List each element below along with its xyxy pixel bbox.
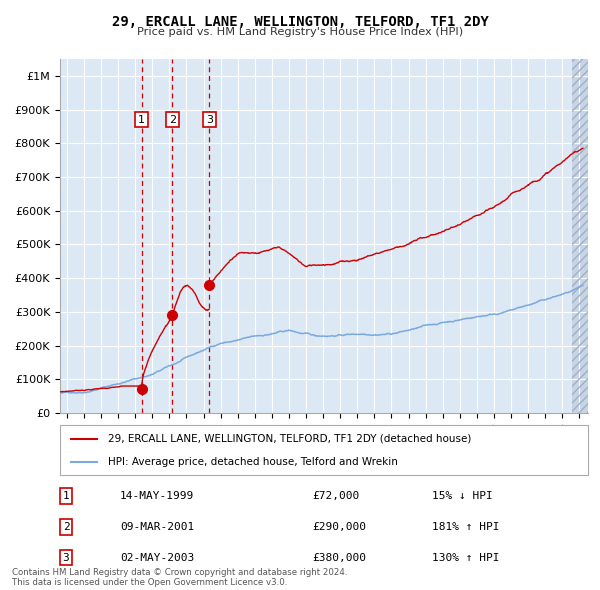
Text: 29, ERCALL LANE, WELLINGTON, TELFORD, TF1 2DY: 29, ERCALL LANE, WELLINGTON, TELFORD, TF… [112, 15, 488, 29]
Text: 14-MAY-1999: 14-MAY-1999 [120, 491, 194, 501]
Text: 15% ↓ HPI: 15% ↓ HPI [432, 491, 493, 501]
Bar [572, 59, 588, 413]
Text: 181% ↑ HPI: 181% ↑ HPI [432, 522, 499, 532]
Text: £380,000: £380,000 [312, 553, 366, 562]
Text: 3: 3 [62, 553, 70, 562]
Text: 1: 1 [62, 491, 70, 501]
Text: 130% ↑ HPI: 130% ↑ HPI [432, 553, 499, 562]
Text: 02-MAY-2003: 02-MAY-2003 [120, 553, 194, 562]
Text: HPI: Average price, detached house, Telford and Wrekin: HPI: Average price, detached house, Telf… [107, 457, 397, 467]
Text: 09-MAR-2001: 09-MAR-2001 [120, 522, 194, 532]
FancyBboxPatch shape [60, 425, 588, 475]
Text: £290,000: £290,000 [312, 522, 366, 532]
Text: 1: 1 [138, 114, 145, 124]
Text: 2: 2 [62, 522, 70, 532]
Text: 2: 2 [169, 114, 176, 124]
Text: Price paid vs. HM Land Registry's House Price Index (HPI): Price paid vs. HM Land Registry's House … [137, 27, 463, 37]
Text: £72,000: £72,000 [312, 491, 359, 501]
Bar [572, 59, 588, 413]
Text: 29, ERCALL LANE, WELLINGTON, TELFORD, TF1 2DY (detached house): 29, ERCALL LANE, WELLINGTON, TELFORD, TF… [107, 434, 471, 444]
Text: Contains HM Land Registry data © Crown copyright and database right 2024.
This d: Contains HM Land Registry data © Crown c… [12, 568, 347, 587]
Text: 3: 3 [206, 114, 213, 124]
